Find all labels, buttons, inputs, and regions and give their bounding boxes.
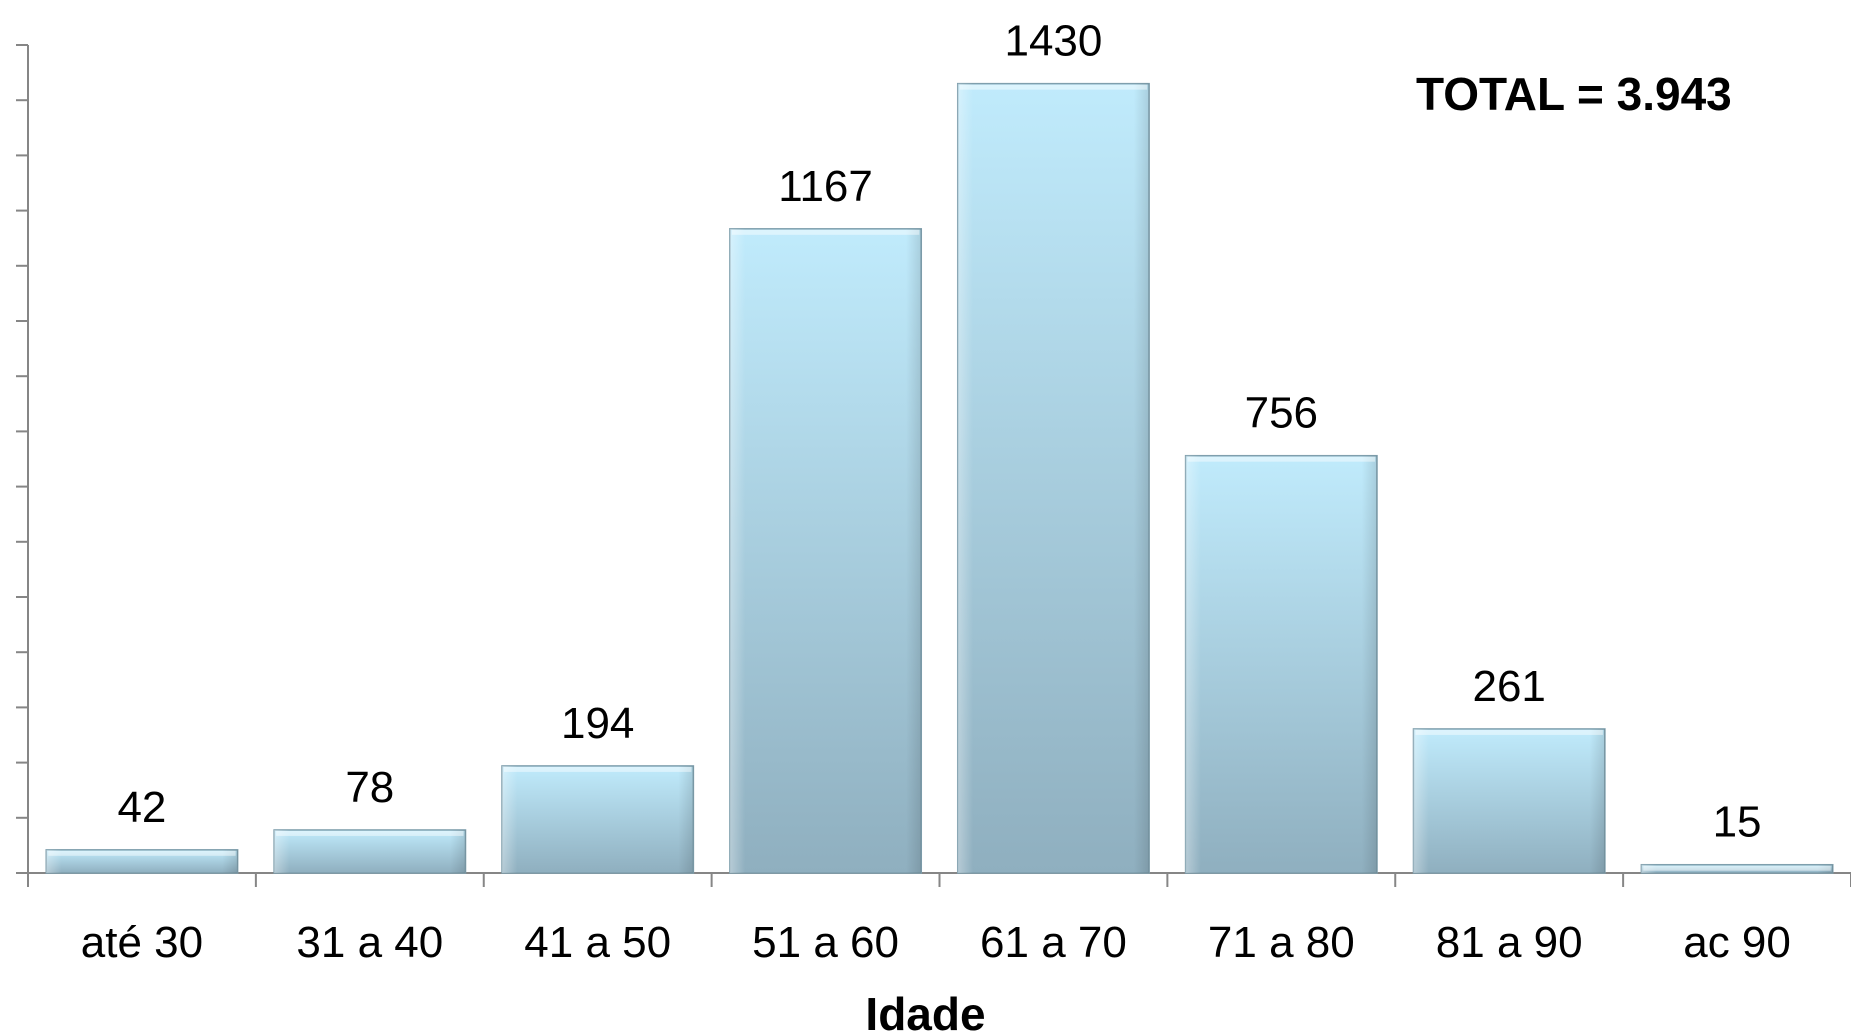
bar-bevel (957, 83, 1150, 873)
category-labels: até 30 31 a 40 41 a 50 51 a 60 61 a 70 71 a 8… (81, 918, 1791, 967)
total-annotation: TOTAL = 3.943 (1416, 68, 1732, 120)
bar-highlight (1415, 729, 1603, 735)
bar-highlight (48, 850, 236, 856)
y-axis (16, 44, 29, 874)
category-label: 81 a 90 (1436, 918, 1583, 967)
bar-4 (729, 228, 923, 874)
data-label: 756 (1245, 389, 1318, 438)
category-label: 61 a 70 (980, 918, 1127, 967)
category-label: 51 a 60 (752, 918, 899, 967)
bar-bevel (729, 228, 922, 874)
category-label: 71 a 80 (1208, 918, 1355, 967)
bar-bevel (46, 849, 238, 873)
bar-bevel (1185, 455, 1378, 873)
category-label: ac 90 (1683, 918, 1791, 967)
data-label: 78 (345, 763, 394, 812)
category-label: 31 a 40 (296, 918, 443, 967)
bar-7 (1412, 728, 1606, 874)
bar-highlight (276, 830, 464, 836)
x-axis (27, 872, 1851, 887)
bar-2 (273, 829, 467, 874)
bar-3 (501, 765, 695, 874)
x-axis-title: Idade (865, 988, 985, 1036)
bar-highlight (1187, 456, 1376, 462)
data-label: 194 (561, 699, 634, 748)
bar-5 (956, 82, 1150, 874)
data-label: 261 (1472, 662, 1545, 711)
bar-bevel (1641, 864, 1833, 873)
bar-bevel (274, 829, 466, 873)
bar-highlight (503, 766, 692, 772)
category-label: 41 a 50 (524, 918, 671, 967)
bar-highlight (1643, 865, 1831, 871)
data-label: 1167 (778, 162, 873, 211)
bar-highlight (731, 229, 920, 235)
category-label: até 30 (81, 918, 203, 967)
bar-highlight (959, 84, 1148, 90)
bar-bevel (501, 765, 694, 873)
data-label: 1430 (1004, 17, 1102, 66)
data-label: 42 (117, 783, 166, 832)
bar-bevel (1413, 728, 1605, 873)
data-label: 15 (1713, 798, 1762, 847)
bars (45, 82, 1834, 874)
bar-8 (1640, 863, 1834, 874)
bar-1 (45, 849, 239, 874)
data-labels: 42 78 194 1167 1430 756 261 15 (117, 17, 1761, 847)
bar-6 (1184, 454, 1378, 874)
